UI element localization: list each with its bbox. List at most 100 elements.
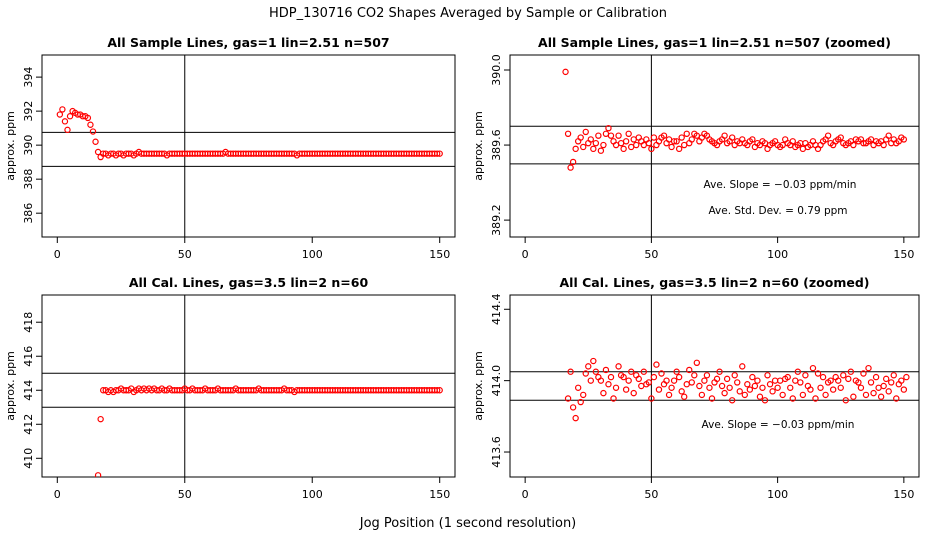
data-point [759,384,766,391]
data-point [681,393,688,400]
data-point [84,114,92,122]
data-point [749,373,756,381]
data-point [627,368,635,375]
data-point [436,387,443,394]
data-point [675,373,683,381]
data-point [673,138,680,145]
data-point [580,391,587,399]
data-point [633,141,640,149]
data-point [867,379,875,386]
data-point [678,134,685,141]
annotation: Ave. Slope = −0.03 ppm/min [704,179,857,191]
data-point [744,381,751,388]
data-point [587,136,594,143]
x-tick-label: 150 [429,248,450,261]
data-point [802,372,809,379]
y-tick-label: 392 [22,101,35,122]
data-point [797,379,804,386]
data-point [766,381,774,388]
x-tick-label: 0 [54,248,61,261]
data-point [670,138,678,145]
data-point [754,377,761,384]
data-point [693,359,701,367]
data-point [761,397,769,404]
y-tick-label: 414 [22,380,35,401]
data-point [668,143,675,151]
data-point [577,398,584,406]
data-point [660,132,668,139]
data-point [597,147,605,154]
data-point [600,141,607,149]
data-point [721,389,728,397]
data-point [582,370,589,377]
data-point [564,395,572,402]
data-point [653,361,660,368]
data-point [845,375,852,383]
data-point [890,372,897,379]
data-point [622,386,630,393]
data-point [749,136,756,143]
data-point [592,139,600,147]
data-point [627,143,635,151]
data-point [862,391,870,399]
data-point [567,164,574,171]
data-points [564,357,910,422]
data-point [708,395,716,402]
data-point [92,138,99,145]
data-point [572,145,579,153]
panel-title: All Cal. Lines, gas=3.5 lin=2 n=60 [129,275,369,290]
data-point [880,382,887,390]
data-point [650,373,658,381]
data-point [56,111,64,118]
y-axis-label: approx. ppm [4,111,17,181]
data-point [776,377,784,384]
data-point [665,391,673,399]
data-point [582,128,589,136]
data-point [688,136,695,143]
data-point [696,382,703,390]
data-point [89,128,97,135]
data-point [880,141,887,149]
data-point [668,384,675,391]
figure-title: HDP_130716 CO2 Shapes Averaged by Sample… [268,6,668,21]
data-point [648,395,655,402]
data-point [645,139,653,147]
data-point [562,68,569,76]
data-point [602,130,610,138]
data-point [691,372,698,379]
data-point [683,381,690,388]
data-point [792,377,799,384]
data-point [812,395,819,402]
data-point [713,375,721,383]
data-point [865,364,872,372]
data-point [893,395,900,402]
data-point [746,386,754,393]
data-point [587,377,594,384]
data-point [663,377,670,384]
data-point [622,138,630,145]
data-point [837,384,844,391]
data-point [888,379,895,386]
data-point [850,141,857,149]
data-point [809,364,817,372]
panel-title: All Sample Lines, gas=1 lin=2.51 n=507 [107,35,389,50]
data-point [658,370,665,377]
data-point [670,377,678,384]
y-tick-label: 386 [22,203,35,224]
plot-frame [41,294,456,478]
data-point [59,106,66,113]
data-point [872,373,880,381]
data-point [840,372,847,379]
data-point [602,366,610,374]
data-point [612,384,620,391]
data-point [774,384,781,391]
data-point [799,391,807,399]
data-point [615,132,622,139]
data-point [572,414,579,422]
data-point [673,368,680,375]
x-tick-label: 50 [178,248,192,261]
panel-3: All Cal. Lines, gas=3.5 lin=2 n=60 0 50 100… [4,275,456,501]
data-point [739,363,746,370]
